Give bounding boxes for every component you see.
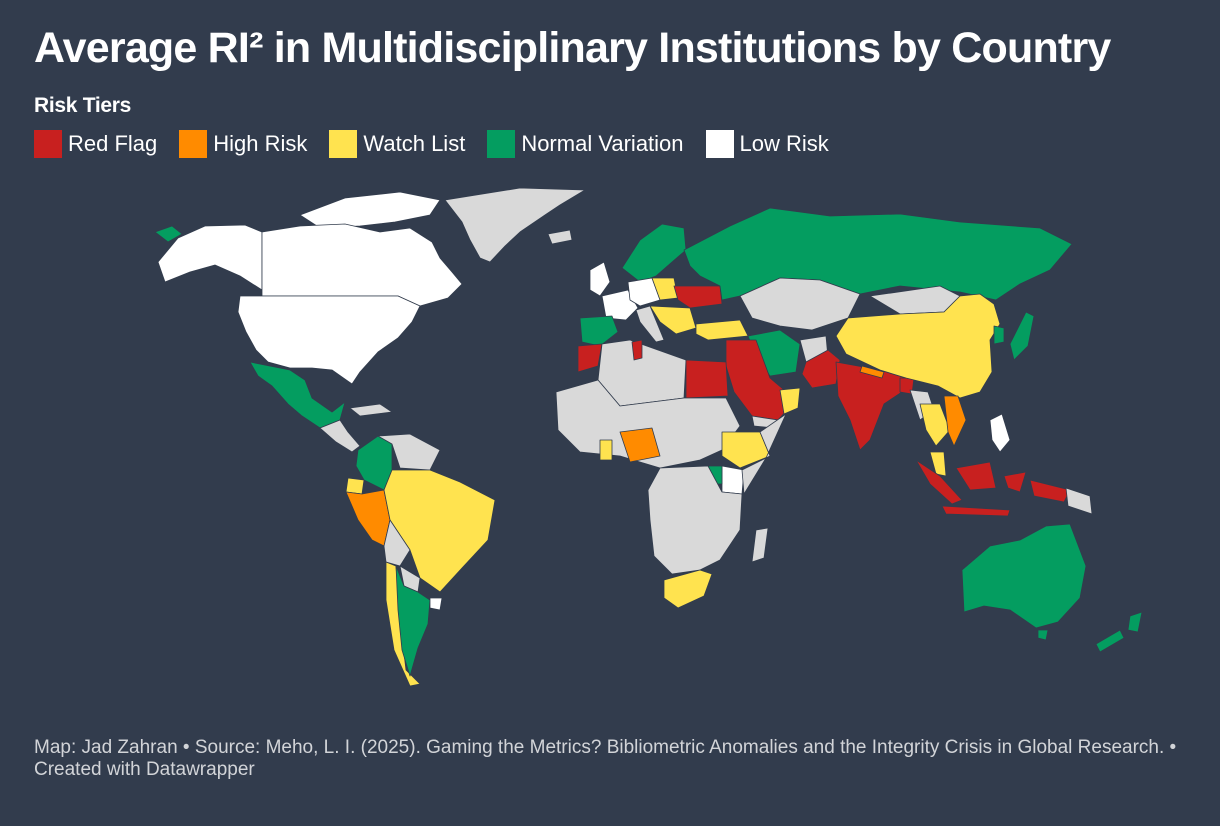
- region-italy[interactable]: [635, 305, 665, 343]
- map-title: Average RI² in Multidisciplinary Institu…: [34, 24, 1111, 72]
- region-central-europe[interactable]: [627, 277, 661, 307]
- region-vietnam[interactable]: [943, 395, 967, 447]
- region-somalia[interactable]: [741, 413, 787, 495]
- region-greenland[interactable]: [444, 187, 586, 263]
- legend-swatch-red-flag: [34, 130, 62, 158]
- region-oman[interactable]: [779, 387, 801, 415]
- region-egypt[interactable]: [685, 359, 729, 399]
- region-korea[interactable]: [993, 325, 1005, 345]
- region-south-africa[interactable]: [663, 569, 713, 609]
- region-balkans[interactable]: [649, 305, 697, 335]
- legend-swatch-high-risk: [179, 130, 208, 158]
- legend-item-red-flag: Red Flag: [34, 130, 157, 158]
- region-tasmania[interactable]: [1037, 629, 1049, 641]
- legend-label-normal-variation: Normal Variation: [521, 131, 684, 156]
- region-usa[interactable]: [237, 295, 421, 385]
- legend-item-high-risk: High Risk: [179, 130, 307, 158]
- region-mexico[interactable]: [249, 361, 346, 429]
- region-ethiopia[interactable]: [721, 431, 771, 469]
- region-nigeria[interactable]: [619, 427, 661, 463]
- region-morocco[interactable]: [577, 343, 603, 373]
- region-philippines[interactable]: [989, 413, 1011, 453]
- region-argentina[interactable]: [395, 565, 431, 677]
- region-canada[interactable]: [261, 223, 463, 307]
- legend-swatch-low-risk: [705, 130, 734, 158]
- region-arctic-islands[interactable]: [299, 191, 441, 229]
- region-central-south-africa[interactable]: [647, 465, 743, 575]
- legend: Red Flag High Risk Watch List Normal Var…: [34, 130, 851, 158]
- legend-label-red-flag: Red Flag: [68, 131, 158, 156]
- region-png[interactable]: [1065, 487, 1093, 515]
- region-new-zealand[interactable]: [1095, 611, 1143, 653]
- region-pakistan[interactable]: [801, 349, 841, 389]
- region-central-america[interactable]: [319, 419, 361, 453]
- region-ghana[interactable]: [599, 439, 613, 461]
- region-brazil[interactable]: [383, 469, 496, 593]
- region-uk[interactable]: [589, 261, 611, 297]
- region-tunisia[interactable]: [631, 339, 643, 361]
- region-uruguay[interactable]: [429, 597, 443, 611]
- region-iceland[interactable]: [547, 229, 573, 245]
- region-kenya[interactable]: [721, 465, 745, 495]
- region-scandinavia[interactable]: [621, 223, 687, 283]
- region-madagascar[interactable]: [751, 527, 769, 563]
- region-france[interactable]: [601, 289, 639, 321]
- region-russia[interactable]: [683, 207, 1073, 301]
- legend-item-watch-list: Watch List: [329, 130, 465, 158]
- region-ukraine[interactable]: [673, 285, 723, 309]
- region-australia[interactable]: [961, 523, 1087, 629]
- legend-swatch-watch-list: [329, 130, 358, 158]
- legend-title: Risk Tiers: [34, 94, 132, 117]
- legend-label-high-risk: High Risk: [213, 131, 308, 156]
- region-china[interactable]: [835, 293, 1001, 399]
- legend-item-low-risk: Low Risk: [705, 130, 829, 158]
- region-bolivia[interactable]: [383, 519, 411, 567]
- region-thailand[interactable]: [919, 403, 951, 447]
- region-peru[interactable]: [345, 489, 391, 547]
- legend-label-watch-list: Watch List: [363, 131, 466, 156]
- region-nepal[interactable]: [859, 365, 885, 379]
- region-turkey[interactable]: [695, 319, 749, 341]
- region-aleutians[interactable]: [154, 225, 183, 243]
- region-iberia[interactable]: [579, 315, 619, 347]
- region-japan[interactable]: [1009, 311, 1035, 361]
- legend-label-low-risk: Low Risk: [739, 131, 829, 156]
- footer-credits: Map: Jad Zahran • Source: Meho, L. I. (2…: [34, 737, 1177, 780]
- world-map: [154, 187, 1143, 687]
- legend-swatch-normal-variation: [487, 130, 516, 158]
- region-indonesia[interactable]: [915, 459, 1071, 517]
- region-ecuador[interactable]: [345, 477, 365, 495]
- region-caribbean[interactable]: [349, 403, 393, 417]
- region-malaysia[interactable]: [929, 451, 947, 477]
- legend-item-normal-variation: Normal Variation: [487, 130, 684, 158]
